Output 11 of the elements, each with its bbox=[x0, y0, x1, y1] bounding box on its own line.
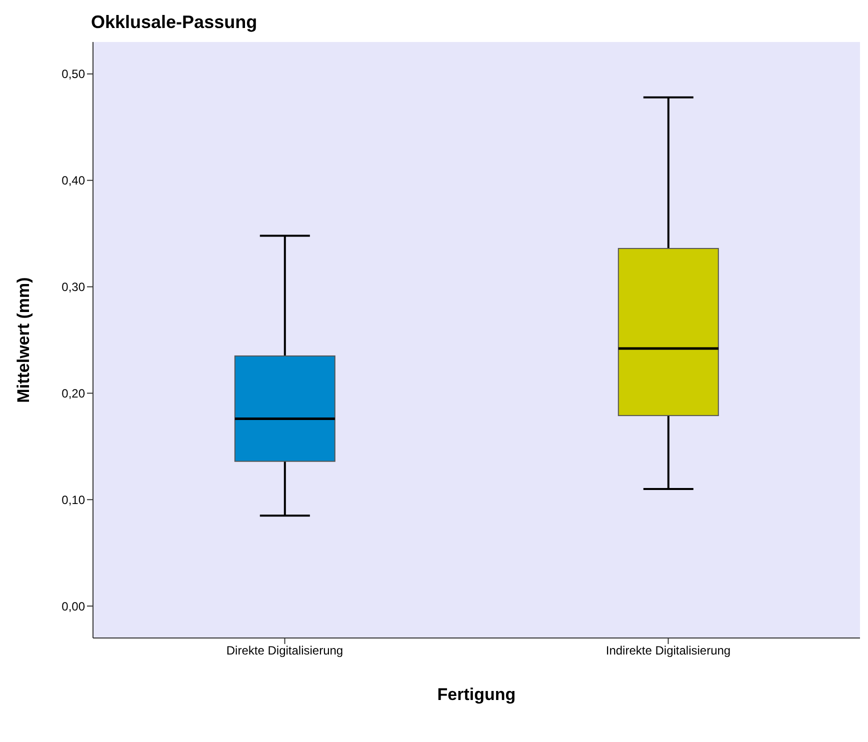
y-tick-label: 0,20 bbox=[62, 386, 86, 400]
y-axis-title: Mittelwert (mm) bbox=[14, 277, 34, 403]
y-tick-label: 0,30 bbox=[62, 280, 86, 294]
y-tick-label: 0,50 bbox=[62, 67, 86, 82]
y-tick-label: 0,00 bbox=[62, 599, 86, 614]
chart-title: Okklusale-Passung bbox=[91, 12, 258, 33]
y-tick-label: 0,10 bbox=[62, 492, 86, 507]
x-axis-title: Fertigung bbox=[437, 685, 516, 704]
y-tick-label: 0,40 bbox=[62, 174, 86, 188]
x-tick-label: Direkte Digitalisierung bbox=[226, 644, 344, 658]
x-tick-label: Indirekte Digitalisierung bbox=[606, 644, 731, 658]
